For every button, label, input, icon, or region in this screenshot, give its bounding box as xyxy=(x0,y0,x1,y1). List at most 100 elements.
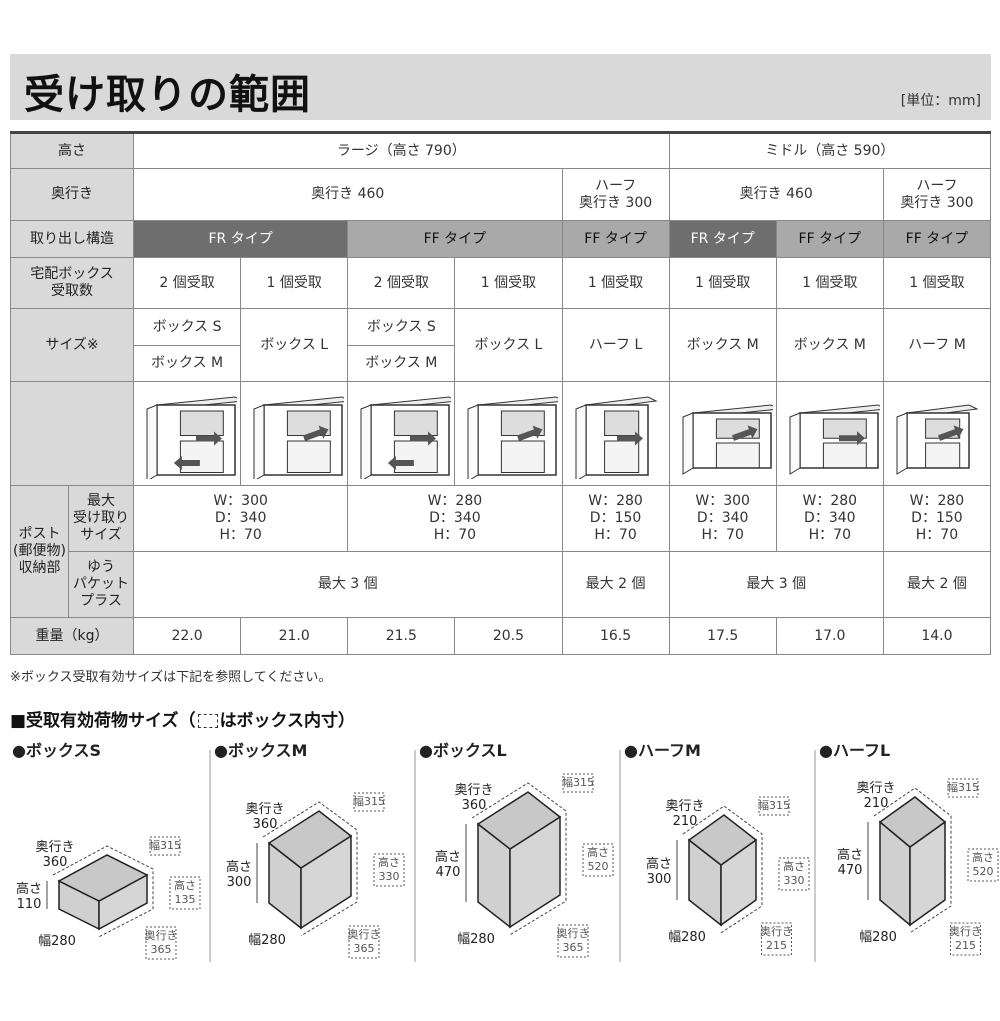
inner-width-label-frame xyxy=(353,792,385,812)
cell: 1 個受取 xyxy=(668,257,777,309)
cell: 1 個受取 xyxy=(454,257,563,309)
ff-type: FF タイプ xyxy=(882,220,992,258)
cell: ボックス M xyxy=(668,308,777,382)
cell: 21.0 xyxy=(240,617,349,655)
cell: W：280 D：340 H：70 xyxy=(347,485,563,552)
inner-width-label: 幅315 xyxy=(149,839,181,852)
package-size-diagrams: ●ボックスS奥行き360高さ110幅280幅315高さ135奥行き365●ボック… xyxy=(12,741,999,962)
cell: 22.0 xyxy=(132,617,242,655)
inner-size-outline xyxy=(262,801,358,937)
height-value: 470 xyxy=(436,865,461,880)
table-row: サイズ※ ボックス S ボックス L ボックス S ボックス L ハーフ L ボ… xyxy=(10,308,992,382)
table-row: 奥行き 奥行き 460 ハーフ 奥行き 300 奥行き 460 ハーフ 奥行き 30… xyxy=(10,168,992,221)
inner-depth-label: 215 xyxy=(955,939,976,952)
inner-height-label: 330 xyxy=(784,874,805,887)
unit-label: [単位：mm] xyxy=(900,93,981,109)
cell: 2 個受取 xyxy=(132,257,242,309)
inner-depth-label-frame xyxy=(761,922,792,956)
inner-height-label-frame xyxy=(582,843,614,877)
cell: 14.0 xyxy=(882,617,992,655)
row-label-height: 高さ xyxy=(10,132,134,169)
cell: W：280 D：150 H：70 xyxy=(561,485,670,552)
inner-depth-label: 365 xyxy=(563,941,584,954)
row-label-structure: 取り出し構造 xyxy=(10,220,134,258)
depth-value: 360 xyxy=(43,855,68,870)
table-row: ゆう パケット プラス 最大 3 個 最大 2 個 最大 3 個 最大 2 個 xyxy=(11,551,992,618)
inner-width-label: 幅315 xyxy=(353,795,385,808)
inner-width-label: 幅315 xyxy=(758,799,790,812)
inner-depth-label-frame xyxy=(348,925,380,959)
cell: W：300 D：340 H：70 xyxy=(132,485,349,552)
box-top-face xyxy=(57,854,149,902)
inner-height-label-frame xyxy=(373,853,405,887)
width-label: 幅280 xyxy=(668,930,706,945)
cabinet-icon xyxy=(253,396,352,482)
cell: ボックス M xyxy=(775,308,884,382)
cabinet-icon xyxy=(682,404,781,475)
depth-label: 奥行き xyxy=(856,781,895,796)
cabinet-icon xyxy=(575,396,658,482)
cell: W：280 D：340 H：70 xyxy=(775,485,884,552)
width-label: 幅280 xyxy=(248,933,286,948)
box-title: ●ボックスM xyxy=(214,741,307,760)
inner-depth-label: 奥行き xyxy=(760,924,793,938)
cabinet-illustration xyxy=(240,381,352,486)
inner-size-outline xyxy=(873,787,952,934)
inner-depth-label-frame xyxy=(950,922,981,956)
table-row: 宅配ボックス 受取数 2 個受取 1 個受取 2 個受取 1 個受取 1 個受取 … xyxy=(10,257,992,309)
fr-type: FR タイプ xyxy=(132,220,349,258)
ff-type: FF タイプ xyxy=(775,220,884,258)
cell: 1 個受取 xyxy=(775,257,884,309)
cabinet-illustration xyxy=(775,381,888,486)
depth-value: 210 xyxy=(673,814,698,829)
cell: 1 個受取 xyxy=(561,257,670,309)
inner-depth-label-frame xyxy=(145,926,177,960)
cell: 16.5 xyxy=(561,617,670,655)
inner-height-label-frame xyxy=(967,848,999,882)
cabinet-icon xyxy=(467,396,567,482)
inner-height-label-frame xyxy=(778,857,810,891)
cabinet-illustration xyxy=(561,381,670,486)
table-row: ボックス M ボックス M xyxy=(11,345,991,382)
inner-height-label: 高さ xyxy=(972,850,994,864)
height-value: 300 xyxy=(647,872,672,887)
depth-label: 奥行き xyxy=(665,799,704,814)
cell: 1 個受取 xyxy=(882,257,992,309)
cabinet-icon xyxy=(360,396,460,482)
cell: 奥行き 460 xyxy=(668,168,884,221)
inner-size-outline xyxy=(682,805,763,934)
cell: ボックス S xyxy=(347,308,456,346)
depth-label: 奥行き xyxy=(35,840,74,855)
height-label: 高さ xyxy=(226,859,252,875)
cabinet-illustration xyxy=(882,381,992,486)
inner-width-label: 幅315 xyxy=(562,776,594,789)
cell: ハーフ M xyxy=(882,308,992,382)
cell: 1 個受取 xyxy=(240,257,349,309)
ff-type: FF タイプ xyxy=(347,220,563,258)
table-row: 高さ ラージ（高さ 790） ミドル（高さ 590） xyxy=(10,132,992,169)
cell: 20.5 xyxy=(454,617,563,655)
spec-table: 高さ ラージ（高さ 790） ミドル（高さ 590） 奥行き 奥行き 460 ハ… xyxy=(10,131,992,655)
inner-height-label: 高さ xyxy=(378,855,400,869)
inner-height-label: 330 xyxy=(379,870,400,883)
inner-height-label: 高さ xyxy=(783,859,805,873)
cell: 17.5 xyxy=(668,617,777,655)
cell: ボックス L xyxy=(240,308,349,382)
inner-width-label-frame xyxy=(758,796,790,816)
cell: ボックス S xyxy=(132,308,242,346)
depth-value: 360 xyxy=(253,817,278,832)
table-row: ポスト (郵便物) 収納部 最大 受け取り サイズ W：300 D：340 H：70 W：2… xyxy=(10,485,992,618)
inner-height-label-frame xyxy=(169,876,201,910)
large-header: ラージ（高さ 790） xyxy=(133,132,670,169)
row-label-size: サイズ※ xyxy=(10,308,134,382)
cabinet-icon xyxy=(896,404,979,475)
inner-height-label: 135 xyxy=(175,893,196,906)
height-label: 高さ xyxy=(16,881,42,897)
depth-value: 360 xyxy=(462,798,487,813)
height-value: 300 xyxy=(227,875,252,890)
row-label-max-size: 最大 受け取り サイズ xyxy=(68,485,134,552)
width-label: 幅280 xyxy=(859,930,897,945)
cabinet-icon xyxy=(146,396,245,482)
